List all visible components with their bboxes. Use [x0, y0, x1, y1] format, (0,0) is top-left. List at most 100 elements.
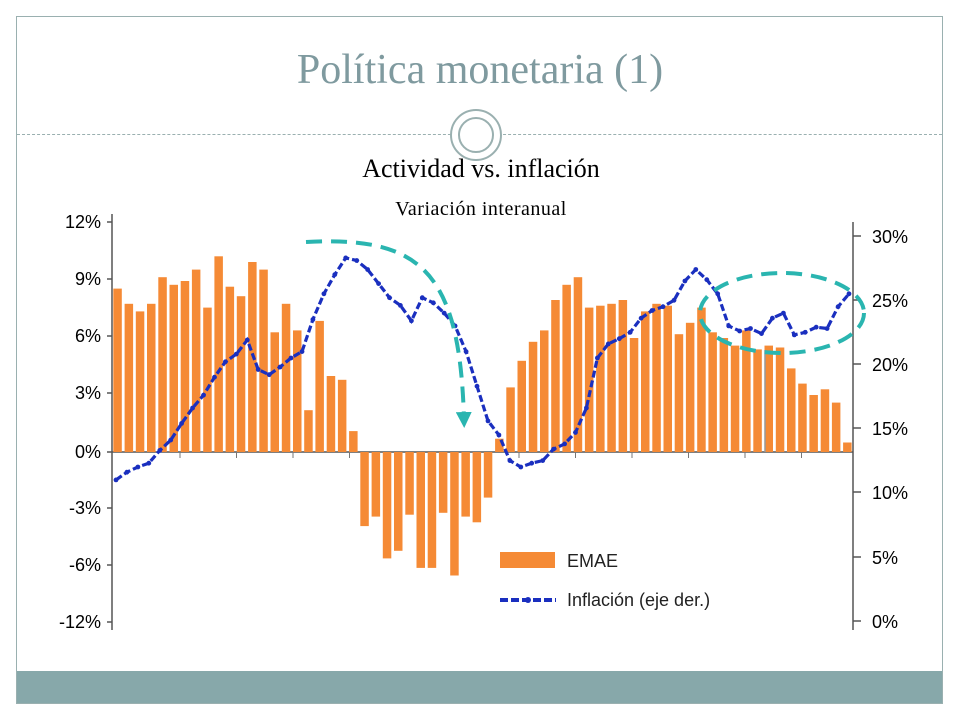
legend-emae-label: EMAE — [567, 551, 618, 571]
slide-frame — [16, 16, 943, 704]
right-tick-label: 10% — [872, 483, 908, 503]
point-inflation — [255, 367, 261, 372]
point-inflation — [660, 304, 666, 310]
point-inflation — [332, 272, 338, 277]
point-inflation — [485, 418, 491, 424]
footer-bar — [17, 671, 942, 703]
point-inflation — [835, 304, 841, 310]
bar-emae — [742, 330, 751, 452]
bar-emae — [360, 452, 369, 527]
bar-emae — [551, 300, 560, 452]
bar-emae — [450, 452, 459, 576]
bar-emae — [652, 303, 661, 452]
right-tick-label: 15% — [872, 419, 908, 439]
point-inflation — [573, 430, 578, 435]
bar-emae — [315, 320, 324, 452]
point-inflation — [463, 349, 469, 354]
bar-emae — [730, 345, 740, 452]
bar-emae — [416, 452, 425, 568]
bar-emae — [169, 284, 178, 452]
point-inflation — [748, 326, 753, 331]
point-inflation — [409, 318, 414, 324]
point-inflation — [791, 332, 797, 338]
point-inflation — [584, 405, 589, 411]
point-inflation — [693, 267, 699, 272]
bar-emae — [472, 452, 482, 523]
right-tick-label: 5% — [872, 548, 898, 568]
point-inflation — [781, 310, 786, 316]
point-inflation — [824, 326, 830, 331]
bar-emae — [809, 395, 818, 452]
point-inflation — [802, 329, 808, 335]
bar-emae — [708, 332, 717, 452]
point-inflation — [616, 336, 622, 342]
line-inflation — [115, 256, 851, 482]
bar-emae — [337, 379, 347, 452]
point-inflation — [288, 355, 294, 361]
point-inflation — [398, 303, 403, 308]
bar-emae — [506, 387, 515, 452]
bar-emae — [270, 332, 279, 452]
bar-emae — [371, 452, 381, 517]
bar-emae — [562, 284, 571, 452]
point-inflation — [430, 300, 436, 306]
legend-emae-swatch — [500, 552, 555, 568]
point-inflation — [244, 337, 250, 343]
point-inflation — [113, 477, 119, 483]
annotation-ellipse — [698, 271, 866, 355]
point-inflation — [726, 323, 732, 329]
bar-emae — [124, 303, 134, 452]
point-inflation — [321, 291, 327, 297]
point-inflation — [846, 291, 852, 297]
chart-plot-area — [107, 214, 861, 630]
bar-emae — [394, 452, 403, 551]
point-inflation — [540, 458, 546, 463]
right-tick-label: 0% — [872, 612, 898, 632]
bar-emae — [674, 334, 684, 452]
bar-emae — [685, 322, 695, 452]
bar-emae — [584, 307, 594, 452]
point-inflation — [605, 341, 611, 347]
point-inflation — [419, 295, 425, 301]
bar-emae — [787, 368, 796, 452]
bar-emae — [641, 311, 650, 452]
bar-emae — [607, 303, 616, 452]
point-inflation — [365, 267, 370, 272]
bar-emae — [281, 303, 291, 452]
point-inflation — [266, 372, 272, 378]
left-tick-label: 9% — [75, 269, 101, 289]
bar-emae — [753, 349, 762, 452]
point-inflation — [682, 278, 688, 284]
point-inflation — [715, 291, 721, 297]
bar-emae — [517, 360, 526, 452]
bar-emae — [540, 330, 549, 452]
point-inflation — [704, 277, 710, 283]
bar-emae — [259, 269, 268, 452]
bar-emae — [528, 341, 538, 452]
point-inflation — [507, 458, 513, 463]
bar-emae — [293, 330, 302, 452]
point-inflation — [201, 392, 206, 398]
bar-emae — [438, 452, 448, 513]
left-tick-label: 3% — [75, 383, 101, 403]
bar-emae — [427, 452, 437, 568]
point-inflation — [354, 258, 360, 263]
divider-ornament-inner — [458, 117, 494, 153]
point-inflation — [146, 460, 152, 466]
point-inflation — [474, 383, 480, 389]
bar-emae — [113, 288, 122, 452]
bar-emae — [203, 307, 212, 452]
right-axis-labels: 30% 25% 20% 15% 10% 5% 0% — [872, 227, 908, 632]
point-inflation — [124, 469, 130, 475]
point-inflation — [813, 324, 819, 330]
chart-title: Actividad vs. inflación — [362, 154, 600, 183]
bar-emae — [843, 442, 852, 452]
point-inflation — [627, 329, 633, 335]
point-inflation — [649, 308, 655, 313]
chart-subtitle: Variación interanual — [395, 198, 567, 220]
point-inflation — [770, 315, 775, 321]
left-tick-label: -6% — [69, 555, 101, 575]
bar-emae — [596, 305, 605, 452]
point-inflation — [387, 295, 392, 301]
